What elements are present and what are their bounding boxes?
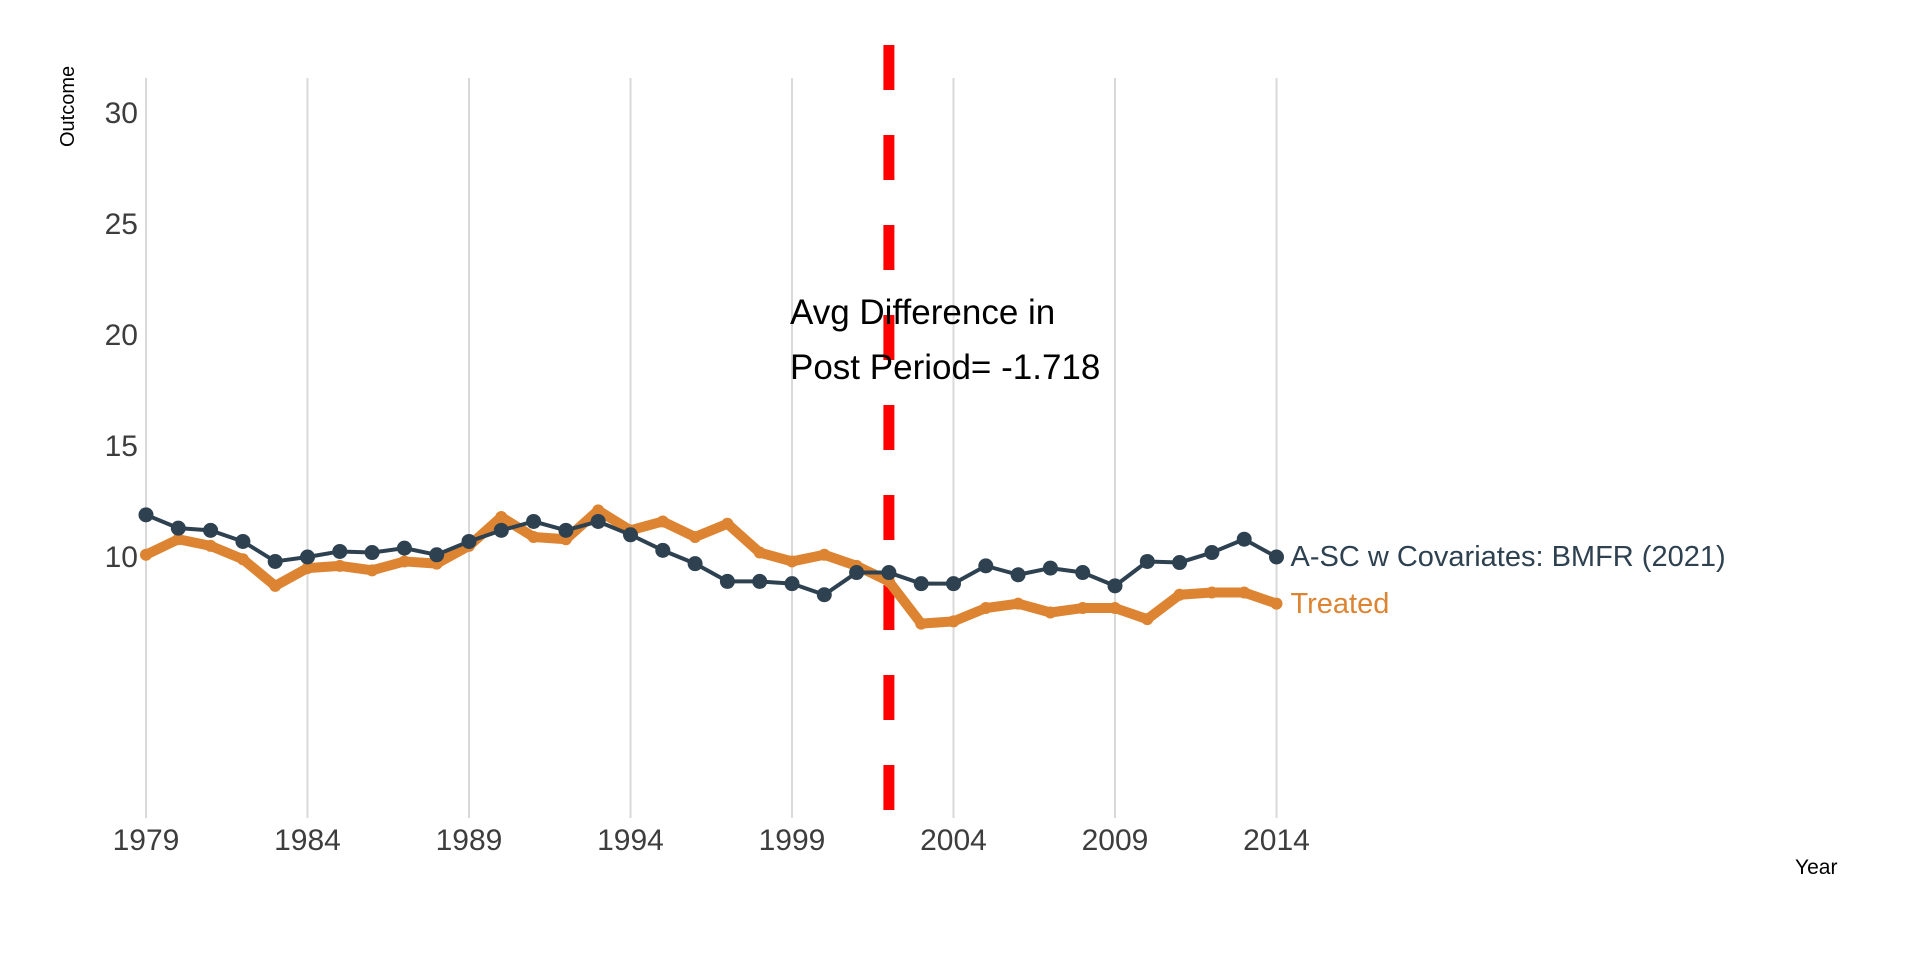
- point-treated: [366, 564, 379, 577]
- point-asc: [816, 587, 832, 603]
- point-asc: [235, 533, 251, 549]
- point-treated: [979, 602, 992, 615]
- point-asc: [267, 553, 283, 569]
- point-treated: [1173, 588, 1186, 601]
- point-asc: [752, 573, 768, 589]
- point-treated: [753, 546, 766, 559]
- point-asc: [1042, 560, 1058, 576]
- point-treated: [1141, 613, 1154, 626]
- point-treated: [947, 615, 960, 628]
- point-asc: [203, 522, 219, 538]
- point-treated: [818, 548, 831, 561]
- line-treated: [141, 505, 1282, 629]
- x-tick-label: 1989: [436, 824, 503, 857]
- point-asc: [784, 576, 800, 592]
- point-treated: [398, 555, 411, 568]
- point-asc: [978, 558, 994, 574]
- y-tick-label: 10: [105, 541, 138, 574]
- point-asc: [623, 527, 638, 543]
- point-treated: [656, 515, 669, 528]
- point-asc: [849, 565, 865, 581]
- x-axis-title: Year: [1795, 856, 1838, 879]
- point-asc: [493, 522, 509, 538]
- point-asc: [1269, 549, 1284, 565]
- point-treated: [1205, 586, 1218, 599]
- point-asc: [881, 565, 897, 581]
- point-treated: [269, 579, 282, 592]
- point-asc: [719, 573, 735, 589]
- point-asc: [655, 542, 671, 558]
- y-tick-label: 15: [105, 430, 138, 463]
- point-asc: [1172, 555, 1188, 571]
- point-asc: [590, 513, 606, 529]
- point-treated: [236, 553, 249, 566]
- point-treated: [527, 531, 540, 544]
- x-tick-label: 2009: [1082, 824, 1149, 857]
- point-treated: [140, 548, 152, 561]
- y-axis-title: Outcome: [57, 65, 79, 147]
- point-treated: [204, 539, 217, 552]
- point-asc: [138, 507, 154, 523]
- x-tick-label: 2014: [1243, 824, 1310, 857]
- x-tick-label: 1984: [274, 824, 341, 857]
- series-label-treated: Treated: [1290, 587, 1390, 620]
- point-asc: [526, 513, 542, 529]
- point-asc: [429, 547, 445, 563]
- point-treated: [1076, 602, 1089, 615]
- point-treated: [1044, 606, 1057, 619]
- point-asc: [913, 576, 929, 592]
- point-treated: [721, 517, 734, 530]
- x-tick-label: 2004: [920, 824, 987, 857]
- x-tick-label: 1999: [759, 824, 826, 857]
- point-asc: [300, 549, 315, 565]
- point-asc: [1139, 553, 1155, 569]
- x-tick-label: 1979: [113, 824, 180, 857]
- point-asc: [364, 545, 380, 561]
- point-asc: [946, 576, 961, 592]
- point-treated: [689, 531, 702, 544]
- point-asc: [1010, 567, 1026, 583]
- point-asc: [558, 522, 574, 538]
- point-asc: [1075, 565, 1091, 581]
- point-asc: [1107, 578, 1123, 594]
- point-treated: [495, 511, 508, 524]
- y-tick-label: 30: [105, 97, 138, 130]
- y-tick-label: 25: [105, 208, 138, 241]
- point-treated: [1238, 586, 1251, 599]
- point-treated: [1109, 602, 1121, 615]
- series-label-asc: A-SC w Covariates: BMFR (2021): [1290, 541, 1726, 573]
- point-asc: [332, 543, 348, 559]
- y-tick-label: 20: [105, 319, 138, 352]
- annotation-avg-difference: Avg Difference in Post Period= -1.718: [790, 285, 1100, 395]
- annotation-line-1: Avg Difference in: [790, 293, 1056, 332]
- point-asc: [170, 520, 186, 536]
- annotation-line-2: Post Period= -1.718: [790, 348, 1101, 387]
- point-treated: [915, 617, 928, 630]
- point-treated: [172, 533, 185, 546]
- point-asc: [1204, 545, 1220, 561]
- x-tick-label: 1994: [597, 824, 664, 857]
- point-treated: [786, 555, 798, 568]
- point-treated: [1012, 597, 1025, 610]
- point-asc: [461, 533, 477, 549]
- point-asc: [1236, 531, 1252, 547]
- point-asc: [687, 556, 703, 572]
- point-treated: [333, 559, 346, 572]
- point-treated: [592, 504, 605, 517]
- point-treated: [1270, 597, 1283, 610]
- point-asc: [396, 540, 412, 556]
- point-treated: [301, 562, 314, 575]
